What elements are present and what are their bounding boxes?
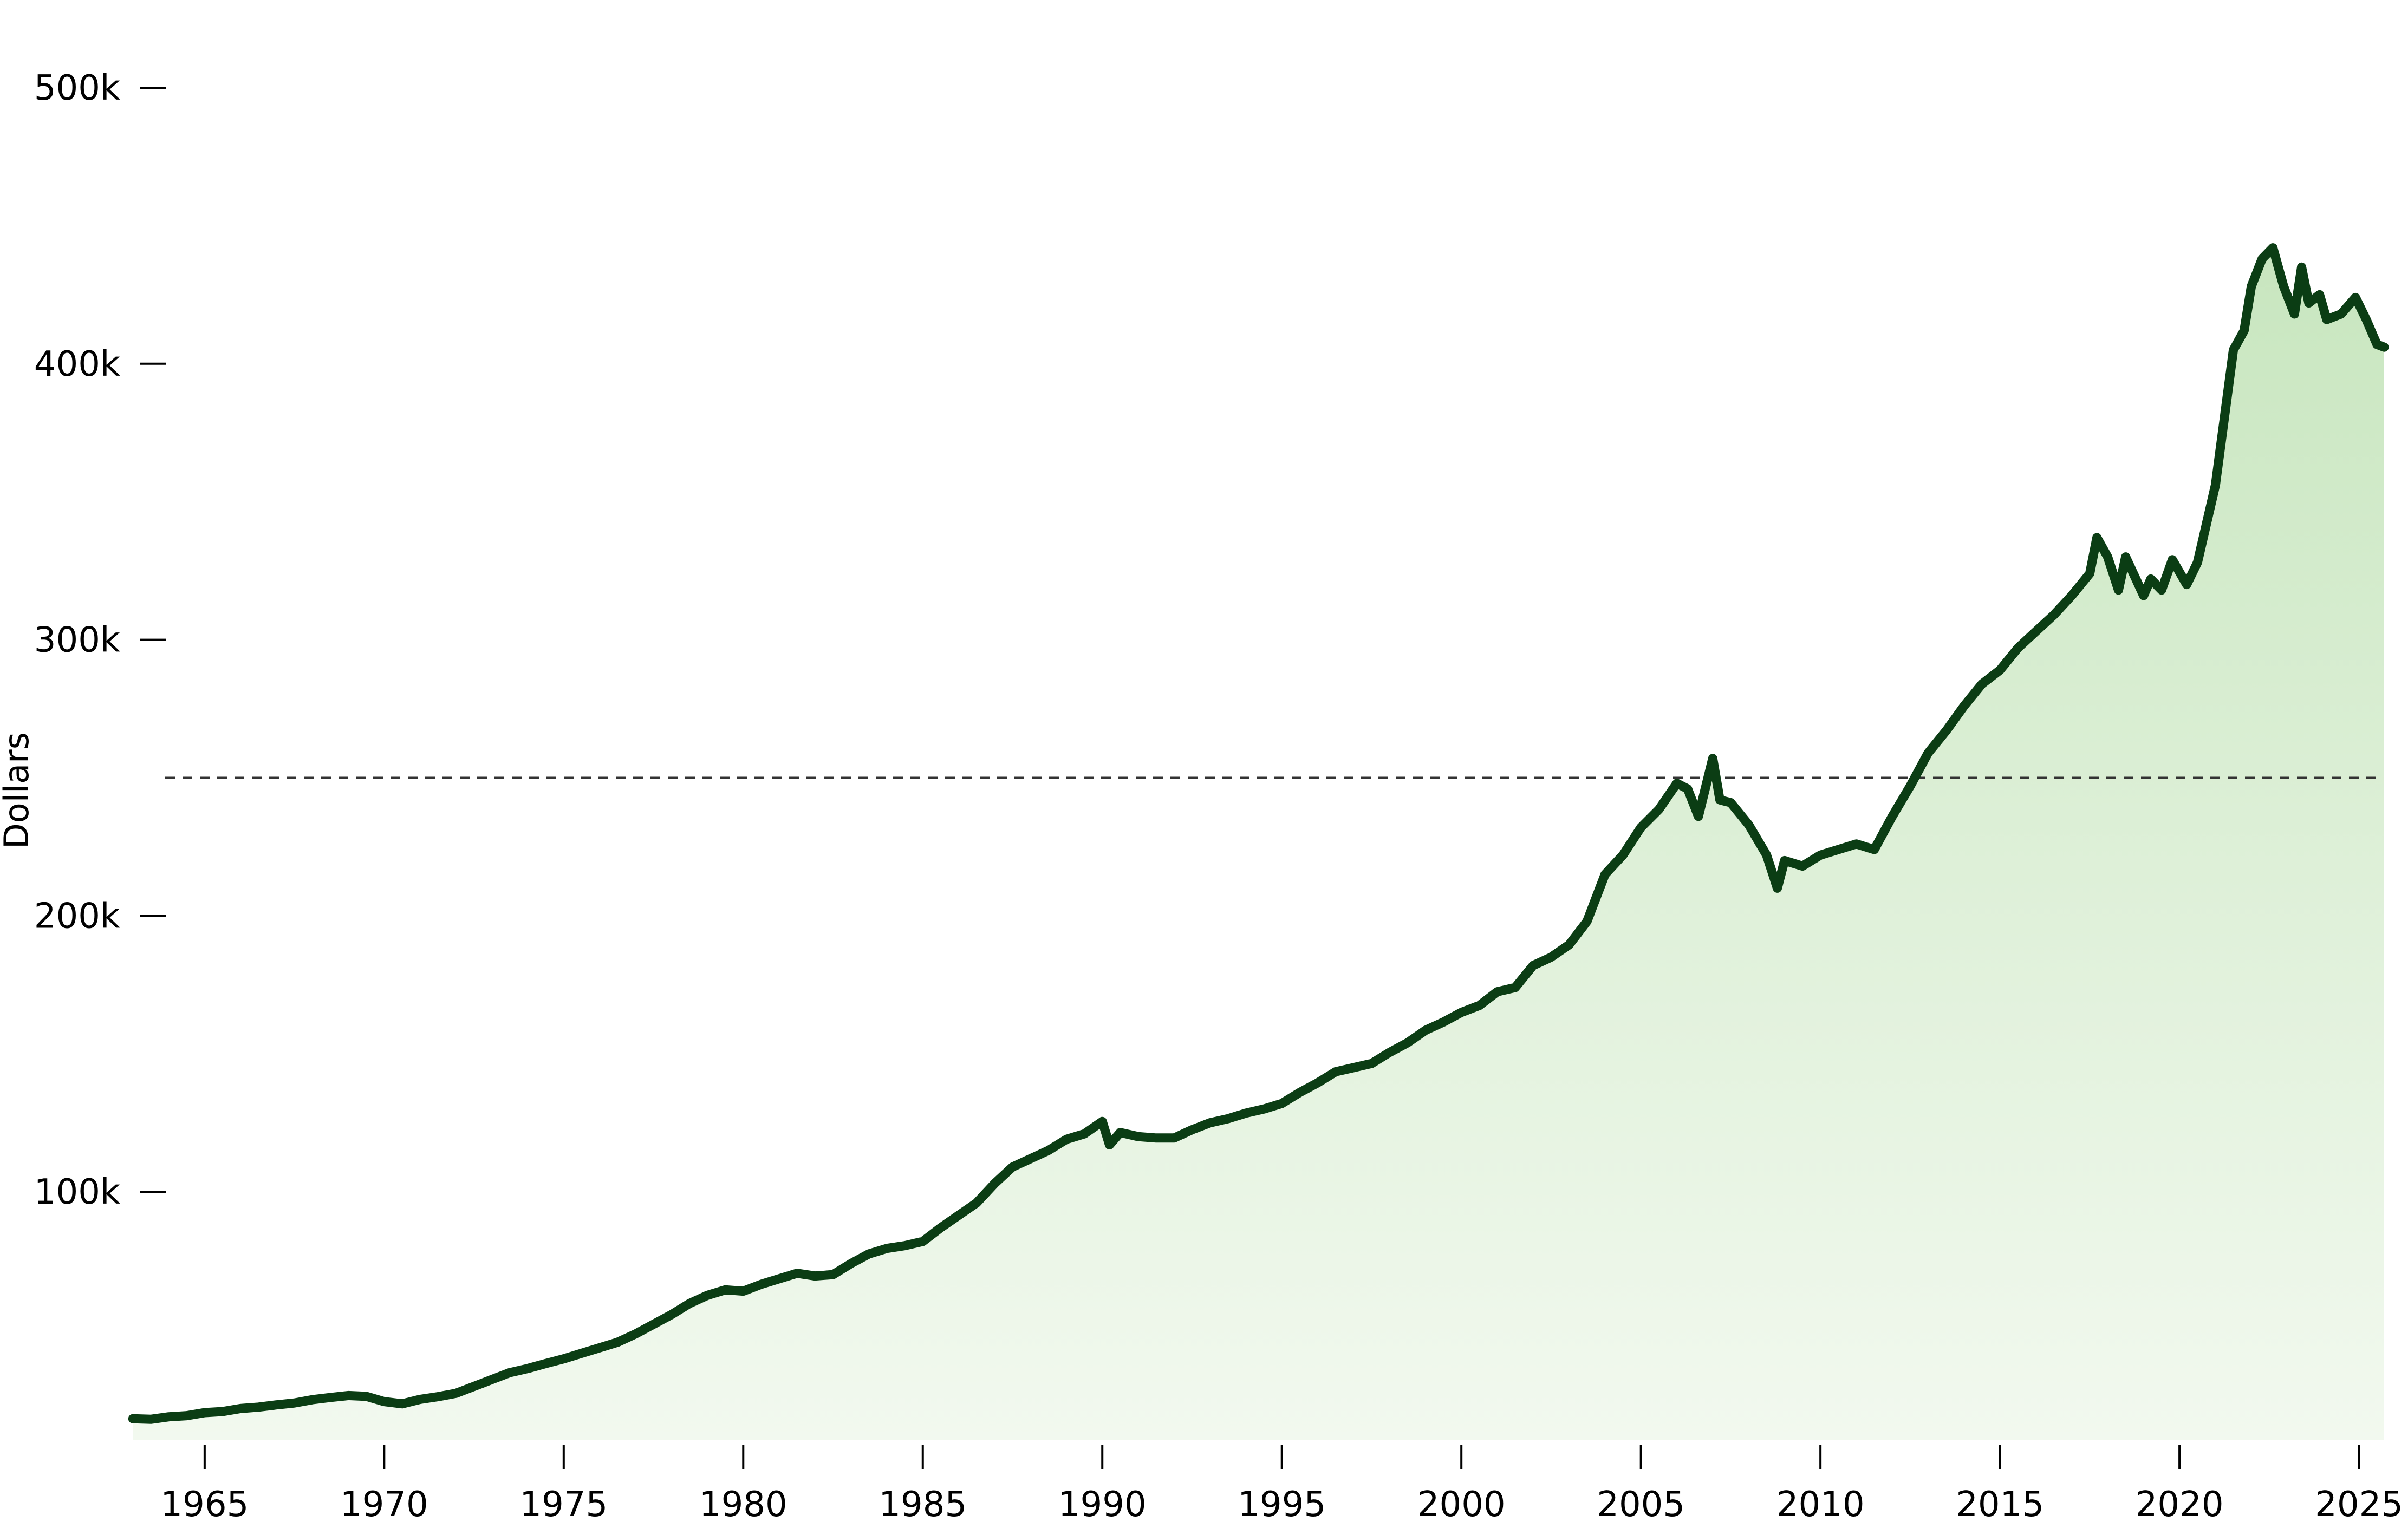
x-tick-label: 2005	[1597, 1485, 1685, 1525]
x-tick-label: 1995	[1238, 1485, 1326, 1525]
x-tick-label: 1975	[519, 1485, 608, 1525]
area-fill	[133, 247, 2385, 1440]
x-tick-label: 1985	[878, 1485, 967, 1525]
y-tick-label: 300k	[34, 620, 120, 661]
x-tick-label: 1990	[1058, 1485, 1147, 1525]
x-tick-label: 2010	[1776, 1485, 1865, 1525]
plot-area	[128, 243, 2389, 1440]
y-tick-label: 100k	[34, 1172, 120, 1212]
x-tick-label: 1965	[160, 1485, 249, 1525]
x-tick-label: 2025	[2315, 1485, 2403, 1525]
x-axis: 1965 1970 1975 1980 1985 1990 1995 2000 2005 2010…	[160, 1445, 2403, 1525]
x-tick-label: 2000	[1417, 1485, 1506, 1525]
y-axis-title: Dollars	[0, 732, 36, 849]
x-tick-label: 2015	[1956, 1485, 2044, 1525]
x-tick-label: 1970	[340, 1485, 428, 1525]
y-tick-label: 400k	[34, 344, 120, 384]
x-tick-label: 2020	[2136, 1485, 2224, 1525]
y-tick-label: 200k	[34, 896, 120, 936]
y-tick-label: 500k	[34, 68, 120, 108]
y-axis: 100k 200k 300k 400k 500k	[34, 68, 166, 1212]
series-line	[128, 243, 2389, 1424]
x-tick-label: 1980	[699, 1485, 788, 1525]
